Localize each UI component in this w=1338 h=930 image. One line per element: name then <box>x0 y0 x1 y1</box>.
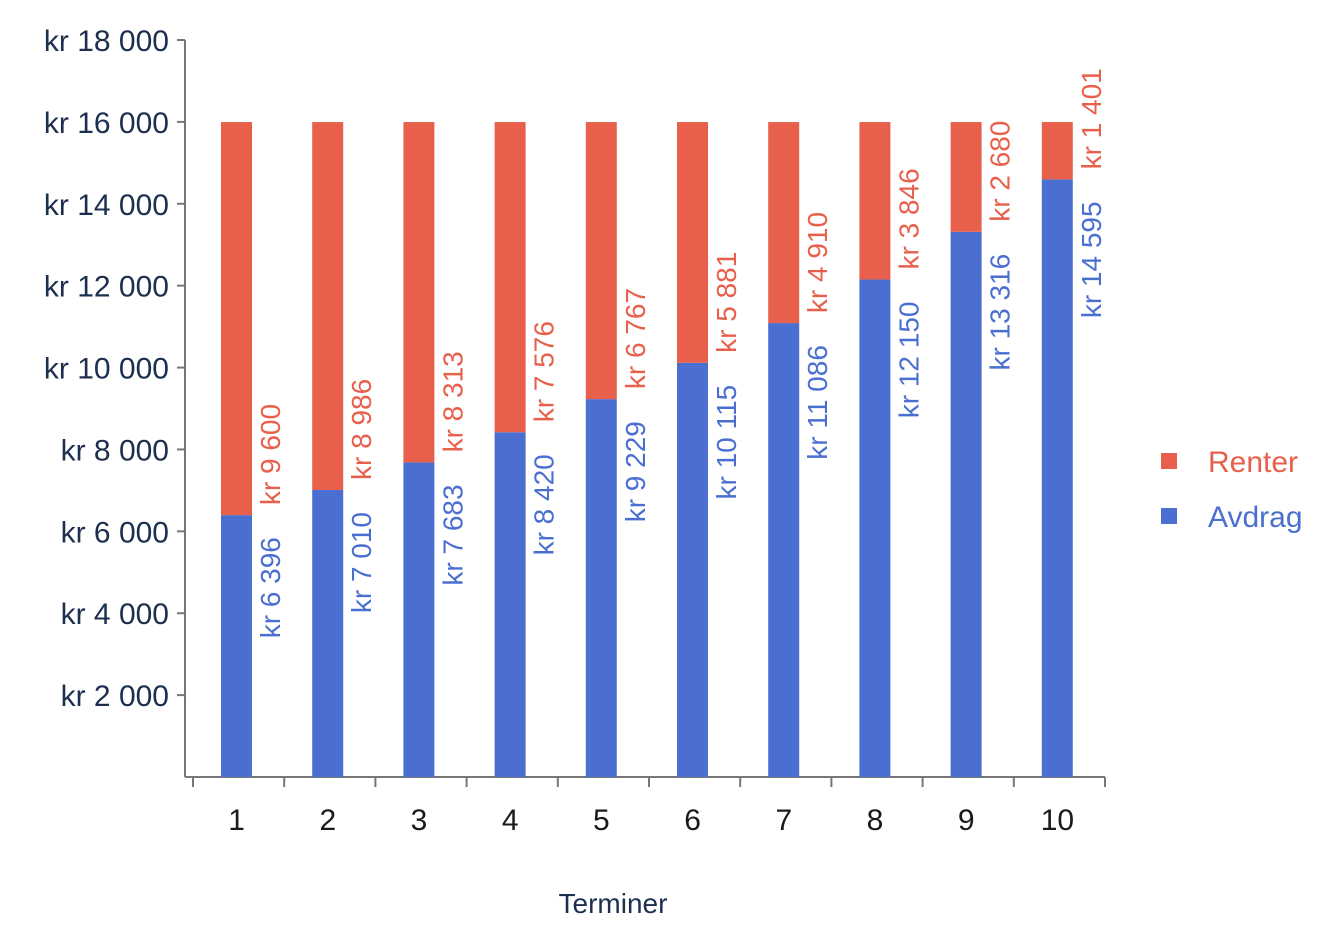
x-tick-label: 3 <box>411 804 428 837</box>
bar-avdrag <box>1041 179 1073 777</box>
bar-renter <box>677 122 708 363</box>
data-label-avdrag: kr 9 229 <box>620 421 651 522</box>
bar-renter <box>585 122 617 400</box>
legend-swatch <box>1161 453 1177 469</box>
data-label-avdrag: kr 11 086 <box>802 345 833 460</box>
bar-renter <box>221 122 252 516</box>
data-label-avdrag: kr 7 683 <box>437 484 468 585</box>
data-label-avdrag: kr 13 316 <box>985 254 1016 371</box>
x-tick-label: 4 <box>502 804 519 837</box>
y-tick-label: kr 18 000 <box>44 25 169 58</box>
y-tick-label: kr 6 000 <box>61 516 169 549</box>
bar-renter <box>403 122 435 463</box>
y-tick-label: kr 2 000 <box>61 680 169 713</box>
data-label-renter: kr 6 767 <box>620 288 651 389</box>
x-tick-label: 5 <box>593 804 610 837</box>
data-label-renter: kr 3 846 <box>893 168 924 269</box>
bar-renter <box>859 122 891 280</box>
bar-avdrag <box>585 399 617 777</box>
bar-avdrag <box>950 231 982 777</box>
x-tick-label: 6 <box>684 804 701 837</box>
data-label-renter: kr 8 313 <box>437 351 468 452</box>
x-tick-label: 2 <box>319 804 336 837</box>
legend: Renter Avdrag <box>1161 446 1303 534</box>
bar-renter <box>768 122 800 324</box>
data-label-renter: kr 5 881 <box>711 252 742 353</box>
y-tick-label: kr 14 000 <box>44 189 169 222</box>
legend-label: Avdrag <box>1208 501 1303 534</box>
bar-avdrag <box>403 462 435 777</box>
data-labels: kr 6 396 kr 9 600 kr 7 010 kr 8 986 kr 7 683… <box>255 68 1107 638</box>
data-label-renter: kr 2 680 <box>985 121 1016 222</box>
bar-avdrag <box>768 323 800 777</box>
data-label-renter: kr 9 600 <box>255 404 286 505</box>
data-label-avdrag: kr 7 010 <box>346 512 377 613</box>
x-tick-label: 7 <box>775 804 792 837</box>
x-tick-label: 9 <box>958 804 975 837</box>
y-axis: kr 2 000 kr 4 000 kr 6 000 kr 8 000 kr 10 00… <box>44 25 186 777</box>
x-tick-label: 10 <box>1041 804 1074 837</box>
bar-avdrag <box>221 515 252 777</box>
data-label-renter: kr 1 401 <box>1076 68 1107 169</box>
bar-avdrag <box>494 432 526 777</box>
data-label-renter: kr 8 986 <box>346 379 377 480</box>
y-tick-label: kr 8 000 <box>61 434 169 467</box>
bars <box>221 122 1073 777</box>
bar-renter <box>1041 122 1073 180</box>
data-label-avdrag: kr 6 396 <box>255 537 286 638</box>
y-tick-label: kr 4 000 <box>61 598 169 631</box>
data-label-avdrag: kr 8 420 <box>529 454 560 555</box>
x-tick-label: 8 <box>867 804 884 837</box>
data-label-renter: kr 7 576 <box>529 321 560 422</box>
legend-swatch <box>1161 508 1177 524</box>
bar-renter <box>494 122 526 433</box>
x-tick-label: 1 <box>228 804 245 837</box>
bar-renter <box>312 122 344 490</box>
bar-avdrag <box>677 362 708 777</box>
x-axis-title: Terminer <box>559 888 668 919</box>
data-label-avdrag: kr 12 150 <box>893 302 924 419</box>
bar-avdrag <box>312 489 344 777</box>
data-label-avdrag: kr 14 595 <box>1076 201 1107 318</box>
x-axis: 1 2 3 4 5 6 7 8 9 10 <box>185 776 1106 837</box>
bar-avdrag <box>859 279 891 777</box>
data-label-renter: kr 4 910 <box>802 212 833 313</box>
legend-label: Renter <box>1208 446 1298 479</box>
y-tick-label: kr 12 000 <box>44 271 169 304</box>
data-label-avdrag: kr 10 115 <box>711 385 742 500</box>
bar-renter <box>950 122 982 232</box>
y-tick-label: kr 10 000 <box>44 353 169 386</box>
y-tick-label: kr 16 000 <box>44 107 169 140</box>
